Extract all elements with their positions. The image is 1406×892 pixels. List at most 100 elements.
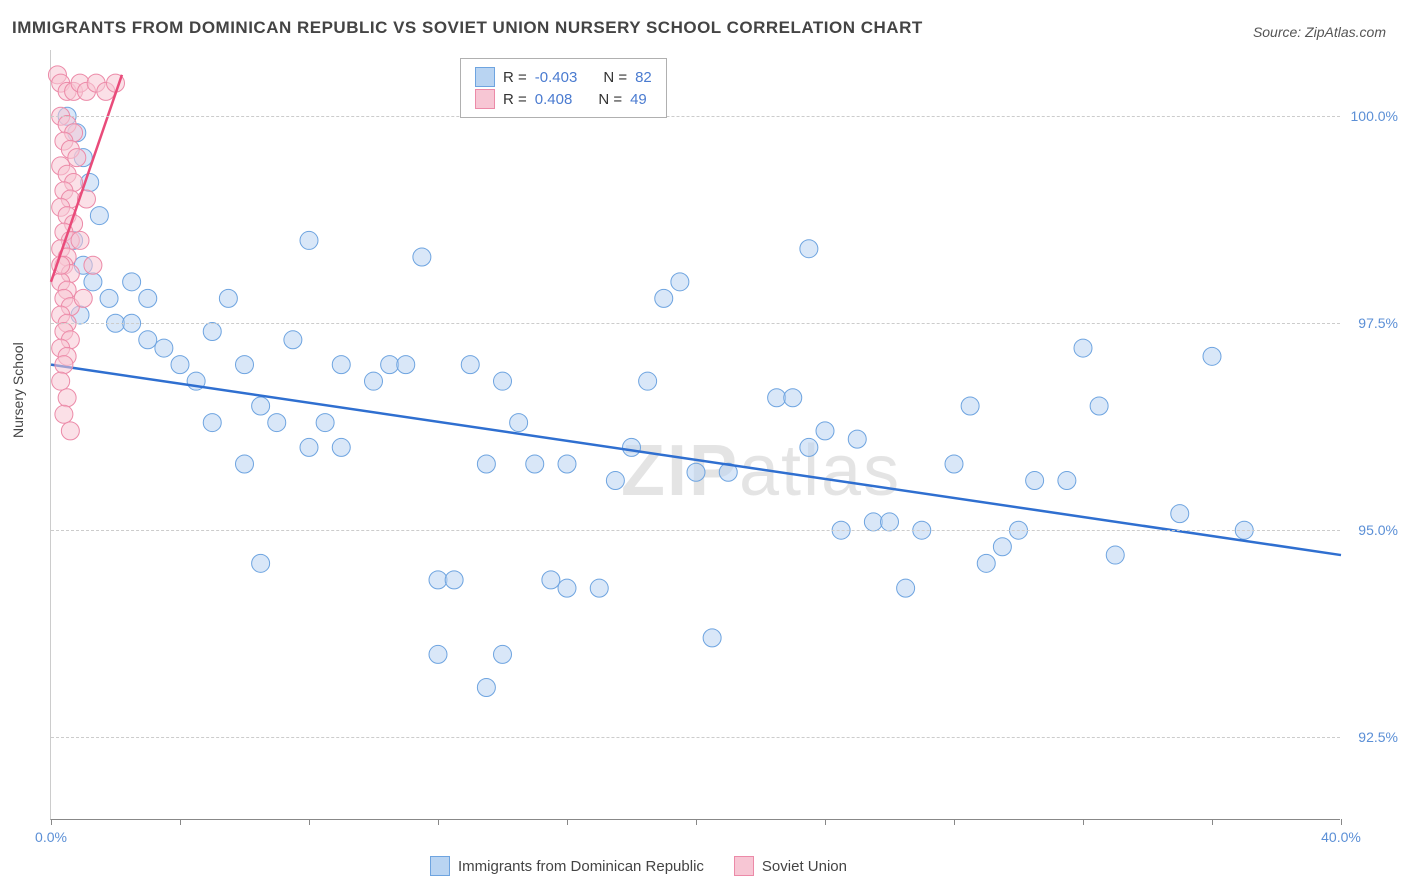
gridline — [51, 323, 1340, 324]
scatter-point — [61, 422, 79, 440]
scatter-point — [864, 513, 882, 531]
scatter-point — [55, 356, 73, 374]
n-value: 49 — [630, 91, 647, 108]
scatter-point — [429, 645, 447, 663]
scatter-point — [445, 571, 463, 589]
r-value: -0.403 — [535, 69, 578, 86]
swatch-pink-icon — [734, 856, 754, 876]
source-attribution: Source: ZipAtlas.com — [1253, 24, 1386, 40]
scatter-point — [526, 455, 544, 473]
swatch-blue-icon — [430, 856, 450, 876]
x-tick — [954, 819, 955, 825]
scatter-point — [55, 405, 73, 423]
scatter-point — [155, 339, 173, 357]
correlation-legend: R = -0.403 N = 82 R = 0.408 N = 49 — [460, 58, 667, 118]
scatter-point — [1074, 339, 1092, 357]
scatter-point — [268, 414, 286, 432]
scatter-point — [365, 372, 383, 390]
scatter-point — [1026, 472, 1044, 490]
scatter-point — [1171, 505, 1189, 523]
x-tick-label: 0.0% — [35, 829, 67, 845]
legend-item-dominican: Immigrants from Dominican Republic — [430, 856, 704, 876]
scatter-point — [800, 438, 818, 456]
scatter-point — [494, 372, 512, 390]
y-tick-label: 100.0% — [1351, 108, 1398, 124]
scatter-point — [100, 289, 118, 307]
gridline — [51, 116, 1340, 117]
r-value: 0.408 — [535, 91, 573, 108]
scatter-point — [703, 629, 721, 647]
scatter-point — [171, 356, 189, 374]
scatter-point — [219, 289, 237, 307]
scatter-point — [510, 414, 528, 432]
scatter-point — [606, 472, 624, 490]
scatter-point — [381, 356, 399, 374]
legend-label: Soviet Union — [762, 858, 847, 875]
scatter-point — [429, 571, 447, 589]
legend-row-blue: R = -0.403 N = 82 — [475, 67, 652, 87]
x-tick — [309, 819, 310, 825]
scatter-point — [300, 438, 318, 456]
scatter-point — [397, 356, 415, 374]
n-label: N = — [598, 91, 622, 108]
scatter-point — [74, 289, 92, 307]
scatter-point — [687, 463, 705, 481]
scatter-point — [897, 579, 915, 597]
y-tick-label: 92.5% — [1358, 729, 1398, 745]
scatter-point — [590, 579, 608, 597]
swatch-blue-icon — [475, 67, 495, 87]
y-axis-label: Nursery School — [10, 342, 26, 438]
scatter-point — [1106, 546, 1124, 564]
scatter-point — [768, 389, 786, 407]
scatter-svg — [51, 50, 1340, 819]
x-tick — [438, 819, 439, 825]
scatter-point — [1090, 397, 1108, 415]
chart-title: IMMIGRANTS FROM DOMINICAN REPUBLIC VS SO… — [12, 18, 923, 38]
scatter-point — [558, 579, 576, 597]
scatter-point — [252, 554, 270, 572]
scatter-point — [945, 455, 963, 473]
scatter-point — [52, 372, 70, 390]
scatter-point — [90, 207, 108, 225]
x-tick — [696, 819, 697, 825]
x-tick-label: 40.0% — [1321, 829, 1361, 845]
scatter-point — [477, 455, 495, 473]
scatter-point — [84, 256, 102, 274]
scatter-point — [494, 645, 512, 663]
scatter-point — [68, 149, 86, 167]
scatter-point — [961, 397, 979, 415]
y-tick-label: 95.0% — [1358, 522, 1398, 538]
scatter-point — [236, 356, 254, 374]
scatter-point — [800, 240, 818, 258]
scatter-point — [236, 455, 254, 473]
x-tick — [1083, 819, 1084, 825]
x-tick — [567, 819, 568, 825]
scatter-point — [655, 289, 673, 307]
scatter-point — [139, 331, 157, 349]
r-label: R = — [503, 91, 527, 108]
legend-label: Immigrants from Dominican Republic — [458, 858, 704, 875]
scatter-point — [203, 323, 221, 341]
r-label: R = — [503, 69, 527, 86]
x-tick — [51, 819, 52, 825]
legend-item-soviet: Soviet Union — [734, 856, 847, 876]
scatter-point — [816, 422, 834, 440]
x-tick — [1341, 819, 1342, 825]
scatter-point — [58, 389, 76, 407]
scatter-point — [848, 430, 866, 448]
scatter-point — [477, 679, 495, 697]
scatter-point — [139, 289, 157, 307]
scatter-point — [461, 356, 479, 374]
x-tick — [825, 819, 826, 825]
gridline — [51, 737, 1340, 738]
scatter-point — [252, 397, 270, 415]
x-tick — [180, 819, 181, 825]
scatter-point — [1203, 347, 1221, 365]
scatter-point — [542, 571, 560, 589]
scatter-point — [413, 248, 431, 266]
scatter-point — [671, 273, 689, 291]
scatter-point — [123, 273, 141, 291]
n-label: N = — [603, 69, 627, 86]
scatter-point — [558, 455, 576, 473]
scatter-point — [881, 513, 899, 531]
